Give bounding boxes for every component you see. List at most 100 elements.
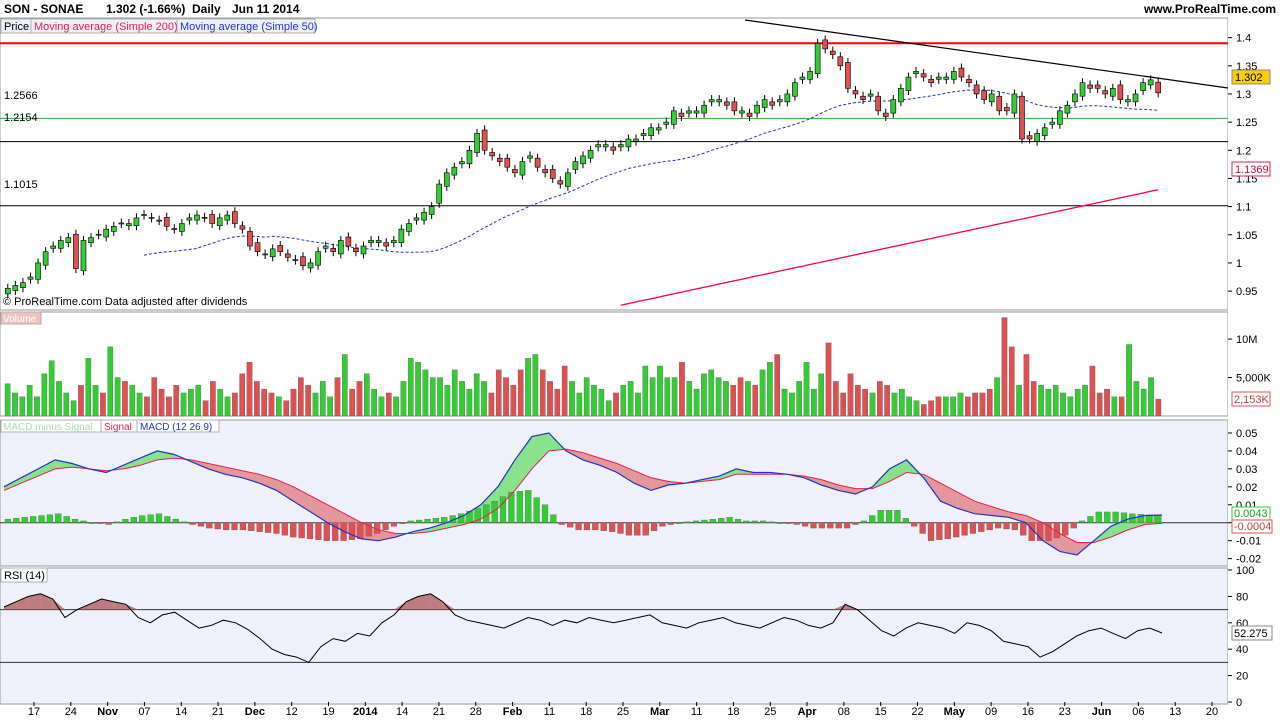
macd-hist-bar[interactable]	[533, 497, 540, 523]
candle-body[interactable]	[262, 253, 268, 256]
volume-bar[interactable]	[56, 381, 62, 417]
macd-hist-bar[interactable]	[843, 522, 851, 529]
volume-bar[interactable]	[1045, 388, 1052, 417]
macd-hist-bar[interactable]	[88, 522, 95, 524]
candle-body[interactable]	[928, 79, 934, 83]
candle-body[interactable]	[156, 219, 162, 222]
macd-hist-bar[interactable]	[734, 518, 742, 523]
macd-hist-bar[interactable]	[155, 513, 163, 523]
volume-bar[interactable]	[437, 377, 443, 417]
candle-body[interactable]	[640, 133, 647, 136]
macd-hist-bar[interactable]	[197, 522, 205, 527]
candle-body[interactable]	[95, 233, 102, 236]
volume-bar[interactable]	[488, 392, 495, 417]
candle-body[interactable]	[12, 285, 19, 291]
volume-bar[interactable]	[63, 392, 70, 417]
macd-hist-bar[interactable]	[944, 522, 951, 540]
candle-body[interactable]	[890, 99, 897, 114]
volume-bar[interactable]	[1111, 396, 1118, 417]
candle-body[interactable]	[882, 112, 889, 117]
candle-body[interactable]	[247, 231, 253, 247]
candle-body[interactable]	[913, 71, 919, 74]
macd-hist-bar[interactable]	[1120, 512, 1128, 523]
volume-bar[interactable]	[964, 396, 971, 417]
candle-body[interactable]	[413, 217, 420, 221]
macd-hist-bar[interactable]	[885, 510, 893, 523]
volume-bar[interactable]	[891, 392, 898, 417]
candle-body[interactable]	[610, 146, 617, 151]
volume-bar[interactable]	[407, 358, 414, 417]
volume-bar[interactable]	[635, 392, 641, 417]
volume-bar[interactable]	[341, 354, 348, 417]
volume-bar[interactable]	[1060, 392, 1066, 417]
candle-body[interactable]	[232, 211, 238, 224]
volume-bar[interactable]	[327, 396, 333, 417]
volume-bar[interactable]	[920, 404, 927, 417]
volume-bar[interactable]	[1030, 381, 1037, 417]
volume-bar[interactable]	[276, 396, 282, 417]
macd-panel[interactable]	[0, 419, 1229, 567]
volume-bar[interactable]	[305, 385, 311, 417]
macd-hist-bar[interactable]	[323, 522, 330, 541]
volume-bar[interactable]	[855, 385, 861, 417]
volume-bar[interactable]	[1096, 392, 1103, 417]
macd-hist-bar[interactable]	[441, 517, 448, 523]
volume-bar[interactable]	[796, 381, 803, 417]
candle-body[interactable]	[269, 248, 276, 258]
candle-body[interactable]	[1064, 104, 1071, 114]
candle-body[interactable]	[285, 253, 291, 258]
candle-body[interactable]	[80, 240, 87, 272]
volume-bar[interactable]	[246, 362, 253, 417]
volume-bar[interactable]	[561, 365, 568, 417]
macd-hist-bar[interactable]	[860, 520, 867, 523]
candle-body[interactable]	[542, 169, 548, 174]
macd-hist-bar[interactable]	[659, 522, 666, 527]
candle-body[interactable]	[1155, 81, 1162, 94]
volume-bar[interactable]	[1140, 388, 1147, 417]
candle-body[interactable]	[951, 71, 957, 80]
candle-body[interactable]	[1125, 99, 1131, 103]
volume-bar[interactable]	[503, 377, 509, 417]
volume-bar[interactable]	[906, 396, 912, 417]
volume-bar[interactable]	[979, 392, 986, 417]
macd-hist-bar[interactable]	[567, 522, 574, 528]
volume-bar[interactable]	[85, 358, 92, 417]
volume-bar[interactable]	[950, 396, 956, 417]
macd-hist-bar[interactable]	[827, 522, 834, 529]
candle-body[interactable]	[27, 276, 34, 280]
macd-hist-bar[interactable]	[424, 518, 431, 523]
macd-hist-bar[interactable]	[122, 518, 129, 523]
candle-body[interactable]	[489, 152, 495, 157]
volume-bar[interactable]	[664, 377, 671, 417]
candle-body[interactable]	[406, 223, 412, 232]
candle-body[interactable]	[315, 251, 321, 266]
volume-bar[interactable]	[144, 396, 150, 417]
candle-body[interactable]	[103, 228, 109, 238]
volume-bar[interactable]	[92, 385, 99, 417]
volume-bar[interactable]	[708, 369, 715, 417]
candle-body[interactable]	[73, 233, 79, 269]
macd-hist-bar[interactable]	[768, 521, 775, 523]
legend-volume-box[interactable]	[0, 311, 42, 325]
candle-body[interactable]	[829, 50, 836, 55]
macd-hist-bar[interactable]	[550, 514, 557, 523]
candle-body[interactable]	[527, 155, 533, 159]
candle-body[interactable]	[602, 144, 609, 148]
candle-body[interactable]	[1110, 88, 1116, 97]
macd-hist-bar[interactable]	[223, 522, 230, 531]
macd-hist-bar[interactable]	[541, 504, 549, 523]
volume-bar[interactable]	[481, 381, 487, 417]
volume-bar[interactable]	[451, 369, 458, 417]
macd-hist-bar[interactable]	[390, 522, 398, 527]
macd-hist-bar[interactable]	[80, 520, 87, 523]
volume-bar[interactable]	[884, 385, 890, 417]
macd-hist-bar[interactable]	[332, 522, 339, 541]
macd-hist-bar[interactable]	[852, 522, 859, 525]
candle-body[interactable]	[1049, 121, 1056, 125]
candle-body[interactable]	[224, 214, 231, 221]
macd-hist-bar[interactable]	[214, 522, 221, 530]
candle-body[interactable]	[935, 76, 942, 80]
macd-hist-bar[interactable]	[4, 518, 12, 523]
volume-bar[interactable]	[1148, 377, 1154, 417]
volume-bar[interactable]	[12, 392, 18, 417]
